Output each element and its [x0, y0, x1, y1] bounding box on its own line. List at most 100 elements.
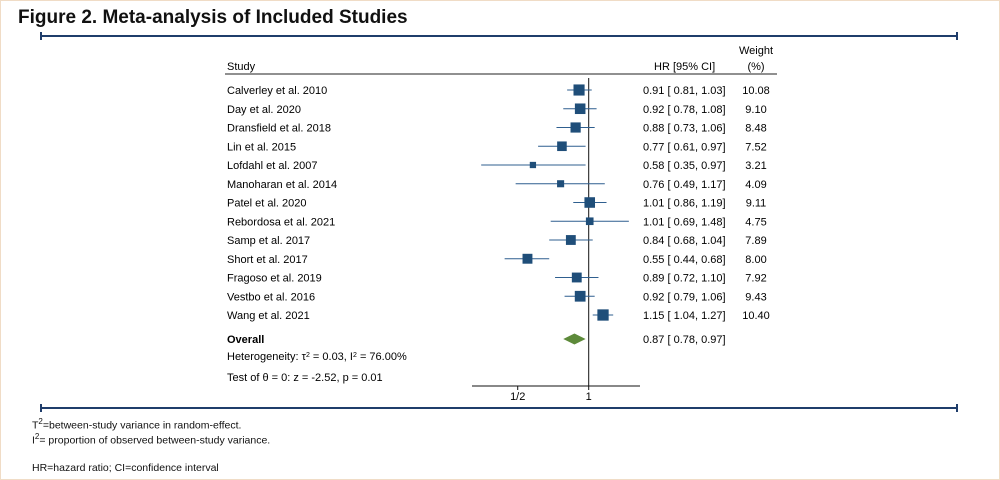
hr-value: 0.88 [ 0.73, 1.06] [643, 123, 726, 135]
study-row: Day et al. 2020 0.92 [ 0.78, 1.08] 9.10 [227, 103, 767, 116]
study-name: Wang et al. 2021 [227, 310, 310, 322]
overall-diamond [563, 333, 586, 345]
effect-marker [597, 309, 609, 321]
effect-marker [584, 197, 596, 208]
bottom-rule [40, 404, 958, 412]
weight-value: 7.92 [745, 273, 766, 285]
study-row: Patel et al. 2020 1.01 [ 0.86, 1.19] 9.11 [227, 197, 767, 210]
effect-marker [574, 103, 586, 115]
x-tick-label: 1 [586, 391, 592, 403]
figure-title: Figure 2. Meta-analysis of Included Stud… [18, 7, 408, 28]
study-row: Dransfield et al. 2018 0.88 [ 0.73, 1.06]… [227, 122, 767, 135]
study-name: Samp et al. 2017 [227, 235, 310, 247]
overall-effect-test: Test of θ = 0: z = -2.52, p = 0.01 [227, 372, 383, 384]
effect-marker [585, 217, 594, 226]
hr-value: 0.84 [ 0.68, 1.04] [643, 235, 726, 247]
weight-value: 8.00 [745, 254, 766, 266]
weight-value: 9.11 [746, 198, 767, 210]
study-row: Samp et al. 2017 0.84 [ 0.68, 1.04] 7.89 [227, 235, 767, 247]
hr-value: 0.92 [ 0.79, 1.06] [643, 291, 726, 303]
study-name: Calverley et al. 2010 [227, 85, 327, 97]
footnote-i2-symbol: I [32, 434, 35, 447]
study-name: Vestbo et al. 2016 [227, 291, 315, 303]
weight-value: 8.48 [745, 123, 766, 135]
weight-value: 3.21 [745, 160, 766, 172]
heterogeneity-tau-superscript: 2 [306, 352, 310, 359]
weight-value: 7.89 [745, 235, 766, 247]
study-row: Rebordosa et al. 2021 1.01 [ 0.69, 1.48] 4… [227, 216, 767, 228]
study-name: Day et al. 2020 [227, 104, 301, 116]
effect-marker [522, 253, 533, 264]
weight-column-header: Weight [739, 45, 773, 57]
effect-marker [573, 84, 585, 96]
bottom-rule-left-cap [40, 404, 42, 412]
weight-value: 4.75 [745, 216, 766, 228]
study-name: Short et al. 2017 [227, 254, 308, 266]
hr-value: 0.77 [ 0.61, 0.97] [643, 141, 726, 153]
study-column-header: Study [227, 61, 256, 73]
effect-marker [570, 122, 581, 133]
study-row: Short et al. 2017 0.55 [ 0.44, 0.68] 8.00 [227, 254, 767, 266]
heterogeneity-stat: Heterogeneity: τ2 = 0.03, I2 = 76.00% [227, 351, 407, 363]
effect-marker [529, 161, 537, 169]
hr-value: 0.58 [ 0.35, 0.97] [643, 160, 726, 172]
hr-value: 1.01 [ 0.69, 1.48] [643, 216, 726, 228]
footnote-tau: T2=between-study variance in random-effe… [32, 417, 241, 432]
overall-label: Overall [227, 334, 264, 346]
weight-value: 7.52 [745, 141, 766, 153]
footnote-abbreviations: HR=hazard ratio; CI=confidence interval [32, 462, 219, 474]
footnote-tau-symbol: T [32, 419, 39, 432]
study-name: Patel et al. 2020 [227, 198, 307, 210]
hr-value: 0.91 [ 0.81, 1.03] [643, 85, 726, 97]
footnote-i2-text: = proportion of observed between-study v… [39, 434, 271, 447]
study-name: Fragoso et al. 2019 [227, 273, 322, 285]
hr-value: 1.01 [ 0.86, 1.19] [643, 198, 726, 210]
study-row: Fragoso et al. 2019 0.89 [ 0.72, 1.10] 7.9… [227, 273, 767, 285]
hr-value: 0.92 [ 0.78, 1.08] [643, 104, 726, 116]
weight-value: 9.43 [745, 291, 766, 303]
effect-marker [557, 180, 565, 188]
study-row: Vestbo et al. 2016 0.92 [ 0.79, 1.06] 9.43 [227, 290, 767, 303]
forest-plot: Study HR [95% CI] Weight (%) Calverley e… [225, 45, 777, 403]
footnote-i2: I2= proportion of observed between-study… [32, 432, 270, 447]
weight-unit-header: (%) [747, 61, 764, 73]
bottom-rule-right-cap [956, 404, 958, 412]
hr-column-header: HR [95% CI] [654, 61, 715, 73]
weight-value: 9.10 [745, 104, 766, 116]
hr-value: 0.76 [ 0.49, 1.17] [643, 179, 726, 191]
study-name: Lin et al. 2015 [227, 141, 296, 153]
study-row: Calverley et al. 2010 0.91 [ 0.81, 1.03] 1… [227, 84, 770, 97]
hr-value: 0.55 [ 0.44, 0.68] [643, 254, 726, 266]
overall-row: Overall 0.87 [ 0.78, 0.97] [227, 333, 726, 346]
study-row: Lofdahl et al. 2007 0.58 [ 0.35, 0.97] 3.2… [227, 160, 767, 172]
weight-value: 10.40 [742, 310, 770, 322]
x-axis-ticks: 1/2 1 [510, 386, 592, 403]
weight-value: 10.08 [742, 85, 770, 97]
weight-value: 4.09 [745, 179, 766, 191]
footnote-tau-text: =between-study variance in random-effect… [42, 419, 242, 432]
effect-marker [574, 290, 586, 302]
top-rule-left-cap [40, 32, 42, 40]
study-rows: Calverley et al. 2010 0.91 [ 0.81, 1.03] 1… [227, 84, 770, 322]
x-tick-label: 1/2 [510, 391, 525, 403]
footnote-i2-superscript: 2 [34, 432, 40, 441]
hr-value: 0.89 [ 0.72, 1.10] [643, 273, 726, 285]
effect-marker [557, 141, 567, 152]
heterogeneity-suffix: = 76.00% [357, 351, 407, 363]
hr-value: 1.15 [ 1.04, 1.27] [643, 310, 726, 322]
top-rule-right-cap [956, 32, 958, 40]
study-name: Lofdahl et al. 2007 [227, 160, 318, 172]
footnote-tau-superscript: 2 [38, 417, 43, 426]
overall-hr-value: 0.87 [ 0.78, 0.97] [643, 334, 726, 346]
study-name: Rebordosa et al. 2021 [227, 216, 335, 228]
top-rule [40, 32, 958, 40]
study-name: Manoharan et al. 2014 [227, 179, 337, 191]
study-name: Dransfield et al. 2018 [227, 123, 331, 135]
effect-marker [565, 235, 576, 245]
study-row: Wang et al. 2021 1.15 [ 1.04, 1.27] 10.40 [227, 309, 770, 322]
heterogeneity-i2-superscript: 2 [353, 352, 357, 359]
heterogeneity-middle: = 0.03, I [310, 351, 353, 363]
heterogeneity-prefix: Heterogeneity: τ [227, 351, 307, 363]
study-row: Lin et al. 2015 0.77 [ 0.61, 0.97] 7.52 [227, 141, 767, 153]
study-row: Manoharan et al. 2014 0.76 [ 0.49, 1.17] 4… [227, 179, 767, 191]
